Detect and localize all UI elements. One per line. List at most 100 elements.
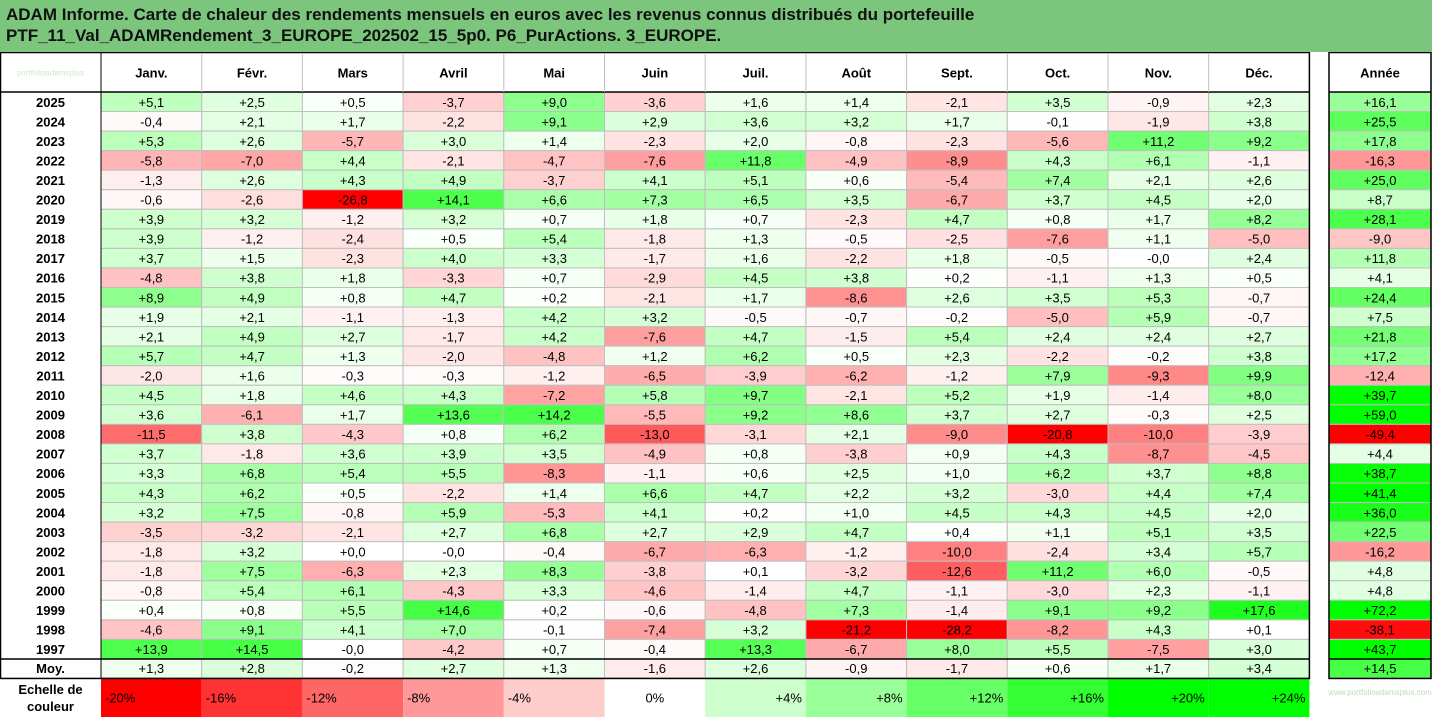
cell-value: -2,2	[845, 251, 867, 266]
cell-value: -7,0	[241, 153, 263, 168]
cell-value: +2,4	[1246, 251, 1272, 266]
cell-value: +3,2	[441, 212, 467, 227]
month-header: Oct.	[1045, 66, 1070, 81]
cell-value: +9,9	[1246, 368, 1272, 383]
scale-step-label: -16%	[206, 690, 237, 705]
cell-value: +3,5	[541, 447, 567, 462]
bottom-watermark: www.portfolioadamsplus.com	[1327, 688, 1432, 697]
cell-value: +5,4	[239, 584, 265, 599]
cell-value: +0,8	[441, 427, 467, 442]
cell-value: +2,7	[1246, 329, 1272, 344]
cell-value: +14,1	[437, 193, 470, 208]
cell-value: +4,7	[843, 525, 869, 540]
scale-swatch	[705, 677, 806, 717]
cell-value: -4,8	[140, 271, 162, 286]
cell-value: +2,0	[1246, 505, 1272, 520]
scale-step-label: -20%	[105, 690, 136, 705]
scale-step-label: +24%	[1272, 690, 1306, 705]
scale-swatch	[906, 677, 1008, 717]
cell-value: +2,6	[1246, 173, 1272, 188]
cell-value: +4,0	[441, 251, 467, 266]
year-label: 2022	[36, 153, 65, 168]
cell-value: +3,6	[139, 408, 165, 423]
year-label: 2017	[36, 251, 65, 266]
cell-value: +6,6	[642, 486, 668, 501]
cell-value: +3,9	[441, 447, 467, 462]
cell-value: -2,5	[946, 232, 968, 247]
cell-value: -8,9	[946, 153, 968, 168]
corner-watermark: portfolioadamsplus	[17, 69, 84, 78]
cell-value: -5,8	[140, 153, 162, 168]
cell-value: +5,8	[642, 388, 668, 403]
cell-value: +1,9	[139, 310, 165, 325]
cell-value: +6,2	[743, 349, 769, 364]
scale-swatch	[503, 677, 605, 717]
scale-swatch	[604, 677, 706, 717]
year-label: 2013	[36, 329, 65, 344]
cell-value: -0,4	[644, 642, 666, 657]
cell-value: +5,7	[139, 349, 165, 364]
cell-value: +2,1	[843, 427, 869, 442]
annual-value: +4,8	[1367, 564, 1393, 579]
cell-value: +4,4	[340, 153, 366, 168]
scale-label: Echelle de	[18, 682, 82, 697]
month-header: Avril	[439, 66, 467, 81]
cell-value: -0,4	[543, 544, 565, 559]
cell-value: -1,1	[342, 310, 364, 325]
cell-value: +4,3	[441, 388, 467, 403]
cell-value: +4,5	[743, 271, 769, 286]
cell-value: +0,0	[340, 544, 366, 559]
cell-value: +4,6	[340, 388, 366, 403]
cell-value: +1,0	[944, 466, 970, 481]
cell-value: -2,3	[845, 212, 867, 227]
month-header: Sept.	[941, 66, 973, 81]
cell-value: +6,1	[1146, 153, 1172, 168]
cell-value: -4,9	[845, 153, 867, 168]
cell-value: +2,2	[843, 486, 869, 501]
cell-value: +3,7	[139, 251, 165, 266]
scale-step-label: -4%	[508, 690, 532, 705]
cell-value: -2,3	[644, 134, 666, 149]
average-value: +1,7	[1146, 661, 1172, 676]
cell-value: -2,1	[442, 153, 464, 168]
cell-value: +8,2	[1246, 212, 1272, 227]
cell-value: +3,9	[139, 212, 165, 227]
year-label: 2025	[36, 95, 65, 110]
cell-value: +3,2	[743, 623, 769, 638]
cell-value: -10,0	[1144, 427, 1174, 442]
cell-value: -5,3	[543, 505, 565, 520]
cell-value: +1,6	[743, 251, 769, 266]
cell-value: +6,2	[541, 427, 567, 442]
cell-value: +2,0	[743, 134, 769, 149]
cell-value: +5,9	[1146, 310, 1172, 325]
cell-value: +1,3	[743, 232, 769, 247]
cell-value: -0,0	[442, 544, 464, 559]
average-value: +2,6	[743, 661, 769, 676]
month-header: Févr.	[237, 66, 267, 81]
cell-value: -0,5	[845, 232, 867, 247]
annual-value: +28,1	[1364, 212, 1397, 227]
annual-value: +17,8	[1364, 134, 1397, 149]
cell-value: -7,5	[1147, 642, 1169, 657]
cell-value: +4,7	[239, 349, 265, 364]
year-label: 2023	[36, 134, 65, 149]
cell-value: +0,5	[843, 349, 869, 364]
cell-value: +1,6	[239, 368, 265, 383]
year-label: 2015	[36, 290, 65, 305]
cell-value: -5,5	[644, 408, 666, 423]
cell-value: +7,9	[1045, 368, 1071, 383]
cell-value: -1,4	[946, 603, 968, 618]
cell-value: +3,5	[1045, 290, 1071, 305]
cell-value: -1,9	[1147, 114, 1169, 129]
cell-value: -3,9	[1248, 427, 1270, 442]
cell-value: +3,7	[139, 447, 165, 462]
annual-value: -38,1	[1365, 623, 1395, 638]
year-label: 2006	[36, 466, 65, 481]
year-label: 2009	[36, 408, 65, 423]
cell-value: -0,0	[1147, 251, 1169, 266]
cell-value: -1,2	[543, 368, 565, 383]
cell-value: +11,2	[1142, 134, 1174, 149]
cell-value: -2,1	[946, 95, 968, 110]
cell-value: -1,1	[1248, 153, 1270, 168]
